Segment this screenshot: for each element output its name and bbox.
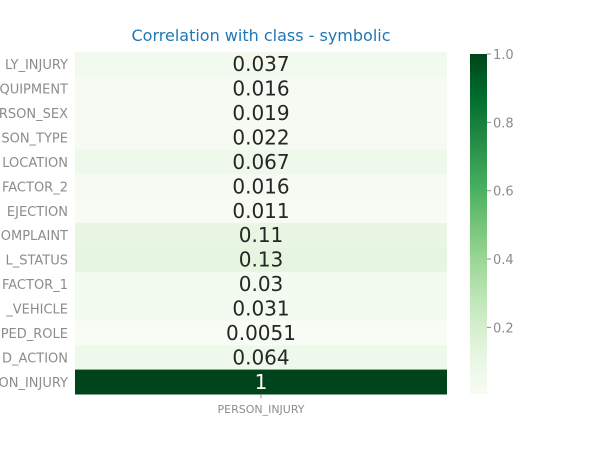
colorbar-tick-label: 0.6 bbox=[493, 185, 514, 200]
x-axis: PERSON_INJURY bbox=[217, 394, 305, 416]
heatmap-cell bbox=[75, 125, 447, 151]
row-label: D_ACTION bbox=[2, 351, 68, 366]
heatmap-cell bbox=[75, 271, 447, 297]
heatmap-cell bbox=[75, 198, 447, 224]
colorbar-gradient bbox=[470, 54, 487, 394]
cell-value-label: 0.11 bbox=[239, 223, 284, 247]
cell-value-label: 0.037 bbox=[232, 52, 289, 76]
heatmap-rows: 0.037 LY_INJURY 0.016 QUIPMENT 0.019 RSON_SEX… bbox=[0, 52, 447, 395]
heatmap-cell bbox=[75, 320, 447, 346]
chart-title: Correlation with class - symbolic bbox=[131, 26, 390, 45]
heatmap-cell bbox=[75, 345, 447, 371]
colorbar-tick-label: 0.2 bbox=[493, 321, 514, 336]
colorbar-tick-label: 1.0 bbox=[493, 48, 514, 63]
x-axis-tick-label: PERSON_INJURY bbox=[217, 403, 304, 416]
heatmap-cell bbox=[75, 247, 447, 273]
heatmap-cell bbox=[75, 52, 447, 77]
cell-value-label: 0.016 bbox=[232, 77, 289, 101]
cell-value-label: 0.03 bbox=[239, 272, 284, 296]
row-label: FACTOR_2 bbox=[2, 180, 68, 195]
heatmap-cell bbox=[75, 100, 447, 126]
heatmap-cell bbox=[75, 223, 447, 248]
row-label: L_STATUS bbox=[5, 254, 68, 269]
cell-value-label: 1 bbox=[255, 370, 268, 394]
row-label: QUIPMENT bbox=[0, 83, 68, 98]
colorbar-tick-label: 0.8 bbox=[493, 116, 514, 131]
cell-value-label: 0.019 bbox=[232, 101, 289, 125]
heatmap-cell bbox=[75, 296, 447, 322]
colorbar-tick-label: 0.4 bbox=[493, 253, 514, 268]
cell-value-label: 0.031 bbox=[232, 297, 289, 321]
cell-value-label: 0.011 bbox=[232, 199, 289, 223]
row-label: _VEHICLE bbox=[5, 303, 68, 318]
heatmap-cell bbox=[75, 369, 447, 395]
row-label: PED_ROLE bbox=[1, 327, 68, 342]
cell-value-label: 0.0051 bbox=[226, 321, 296, 345]
row-label: SON_TYPE bbox=[1, 132, 68, 147]
row-label: LY_INJURY bbox=[5, 58, 68, 73]
cell-value-label: 0.13 bbox=[239, 248, 284, 272]
cell-value-label: 0.067 bbox=[232, 150, 289, 174]
row-label: ON_INJURY bbox=[0, 376, 68, 391]
heatmap-cell bbox=[75, 76, 447, 102]
row-label: FACTOR_1 bbox=[2, 278, 68, 293]
heatmap-cell bbox=[75, 149, 447, 175]
cell-value-label: 0.064 bbox=[232, 345, 289, 369]
heatmap-cell bbox=[75, 174, 447, 200]
row-label: LOCATION bbox=[2, 156, 68, 171]
colorbar: 0.2 0.4 0.6 0.8 1.0 bbox=[470, 48, 514, 394]
row-label: RSON_SEX bbox=[0, 107, 68, 122]
cell-value-label: 0.016 bbox=[232, 174, 289, 198]
cell-value-label: 0.022 bbox=[232, 126, 289, 150]
row-label: OMPLAINT bbox=[1, 229, 68, 244]
row-label: EJECTION bbox=[7, 205, 68, 220]
